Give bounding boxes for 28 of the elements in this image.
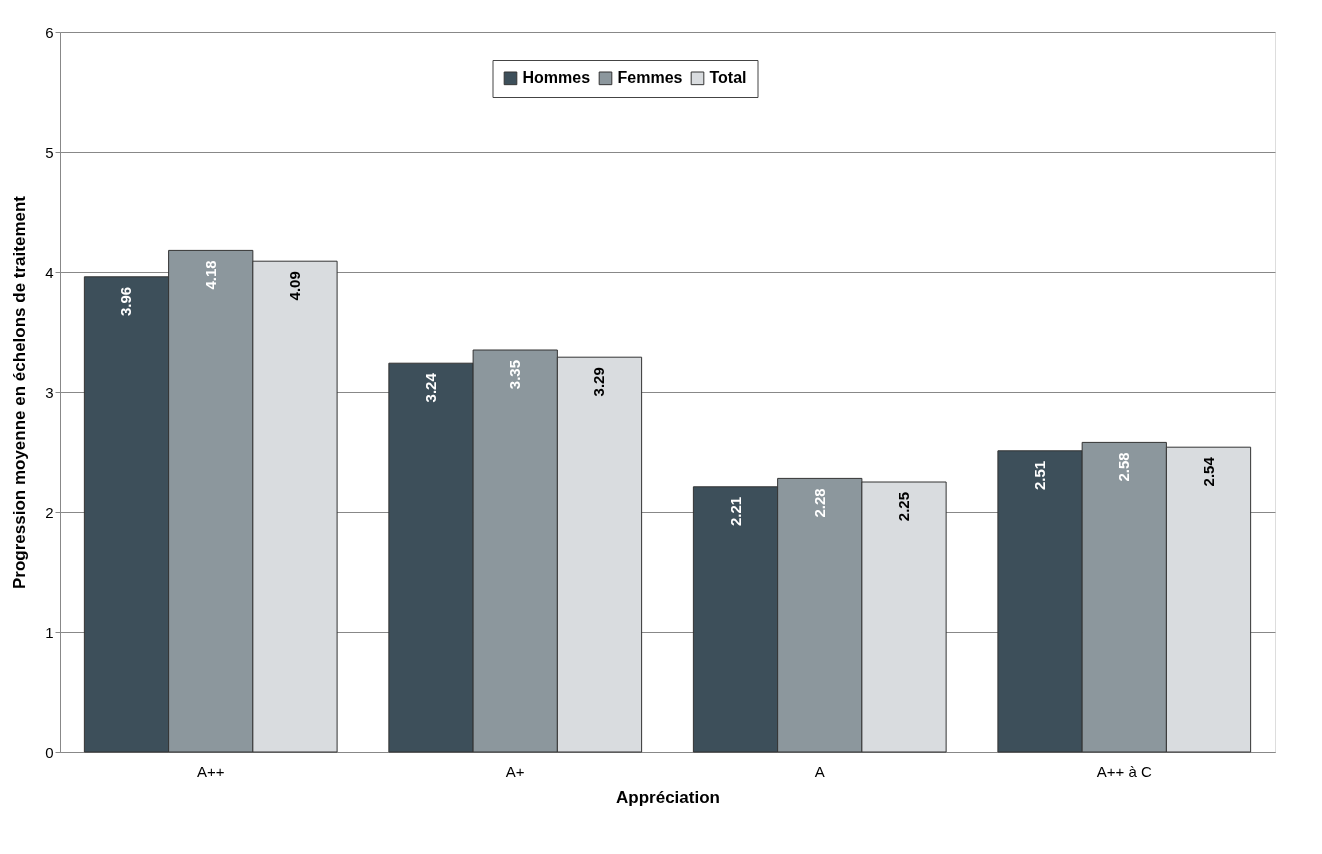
data-label: 3.29 [590,367,608,397]
legend-label: Femmes [617,69,683,87]
y-tick-label: 5 [45,143,54,161]
y-tick-label: 0 [45,743,54,761]
x-axis-title: Appréciation [616,787,720,807]
y-tick-label: 6 [45,23,54,41]
y-tick-label: 3 [45,383,54,401]
legend-label: Hommes [522,69,591,87]
x-tick-label: A++ [196,762,225,780]
data-label: 4.18 [201,260,219,290]
data-label: 4.09 [285,271,303,301]
x-tick-label: A++ à C [1096,762,1152,780]
data-label: 2.58 [1115,452,1133,482]
data-label: 3.24 [422,372,439,403]
data-label: 2.21 [726,496,744,526]
x-tick-label: A+ [505,762,525,780]
y-tick-label: 1 [45,623,54,641]
data-label: 2.51 [1031,460,1049,490]
y-tick-label: 2 [45,503,54,521]
data-label: 2.28 [810,488,828,518]
y-tick-label: 4 [45,263,54,281]
data-label: 2.54 [1199,456,1217,487]
y-axis-title: Progression moyenne en échelons de traitement [10,195,30,590]
data-label: 3.96 [117,286,135,316]
data-label: 2.25 [895,492,912,522]
legend-label: Total [709,69,747,87]
data-label: 3.35 [506,360,524,390]
x-tick-label: A [814,762,825,780]
